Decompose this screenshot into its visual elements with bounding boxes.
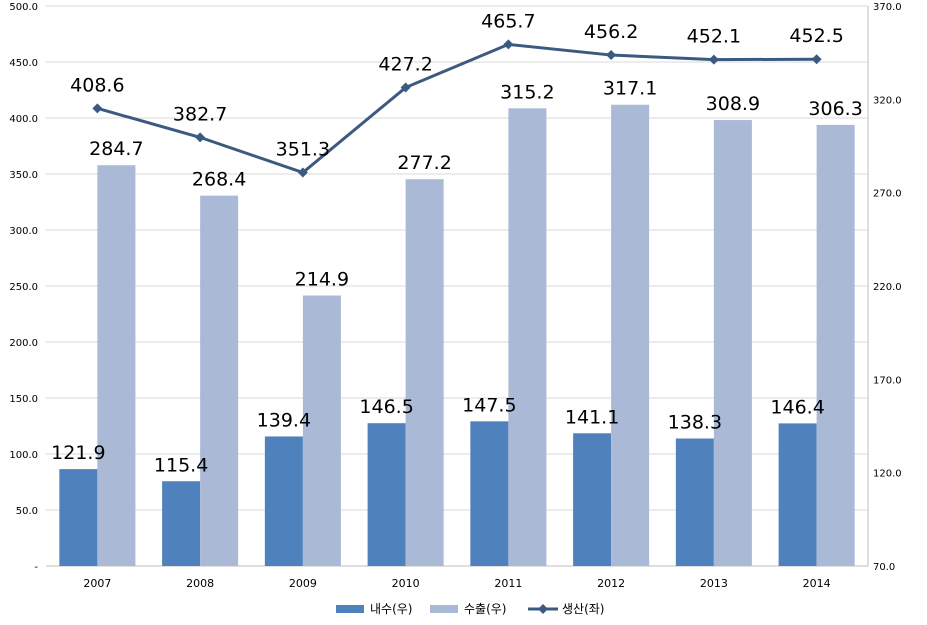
bar-value-label: 147.5 — [462, 394, 516, 416]
x-tick-label: 2009 — [289, 577, 317, 590]
legend-label: 수출(우) — [464, 602, 506, 616]
legend-label: 생산(좌) — [562, 602, 604, 616]
x-tick-label: 2014 — [803, 577, 831, 590]
left-tick-label: 150.0 — [9, 394, 38, 405]
line-value-label: 452.1 — [687, 26, 741, 48]
left-tick-label: 500.0 — [9, 2, 38, 13]
bar-value-label: 268.4 — [192, 169, 246, 191]
left-tick-label: - — [34, 562, 38, 573]
line-value-label: 452.5 — [789, 25, 843, 47]
line-value-label: 456.2 — [584, 21, 638, 43]
bar-value-label: 315.2 — [500, 81, 554, 103]
bar-export — [405, 179, 444, 566]
bar-value-label: 214.9 — [295, 269, 349, 291]
x-tick-label: 2008 — [186, 577, 214, 590]
production-point — [195, 132, 206, 143]
production-point — [92, 103, 103, 114]
right-tick-label: 370.0 — [873, 2, 902, 13]
left-tick-label: 250.0 — [9, 282, 38, 293]
bar-domestic — [162, 481, 201, 566]
bar-value-label: 317.1 — [603, 78, 657, 100]
right-tick-label: 220.0 — [873, 282, 902, 293]
production-point — [503, 39, 514, 50]
bar-export — [713, 120, 752, 566]
left-tick-label: 400.0 — [9, 114, 38, 125]
bar-value-label: 138.3 — [668, 412, 722, 434]
x-tick-label: 2012 — [597, 577, 625, 590]
production-point — [708, 54, 719, 65]
line-value-label: 408.6 — [70, 74, 124, 96]
bar-value-label: 141.1 — [565, 406, 619, 428]
bar-export — [816, 124, 855, 566]
bar-domestic — [573, 433, 612, 566]
left-tick-label: 300.0 — [9, 226, 38, 237]
legend-swatch — [336, 605, 364, 613]
x-tick-label: 2007 — [83, 577, 111, 590]
legend-label: 내수(우) — [370, 602, 412, 616]
production-point — [297, 167, 308, 178]
production-line — [92, 39, 822, 178]
bar-value-label: 308.9 — [706, 93, 760, 115]
bar-domestic — [59, 469, 98, 566]
line-value-label: 465.7 — [481, 10, 535, 32]
bar-value-label: 284.7 — [89, 138, 143, 160]
line-value-label: 382.7 — [173, 103, 227, 125]
bar-value-label: 121.9 — [51, 442, 105, 464]
bar-export — [97, 165, 136, 566]
bar-export — [200, 195, 239, 567]
bar-domestic — [264, 436, 303, 566]
bar-value-label: 146.4 — [770, 396, 824, 418]
left-tick-label: 450.0 — [9, 58, 38, 69]
bars — [59, 104, 855, 567]
bar-domestic — [367, 423, 406, 566]
line-value-label: 351.3 — [276, 139, 330, 161]
bar-value-label: 115.4 — [154, 454, 208, 476]
left-tick-label: 100.0 — [9, 450, 38, 461]
right-tick-label: 170.0 — [873, 375, 902, 386]
production-point — [811, 54, 822, 65]
data-labels: 121.9 284.7 115.4 268.4 139.4 214.9 146.5 277.2… — [51, 10, 863, 476]
bar-export — [302, 295, 341, 566]
line-value-label: 427.2 — [378, 54, 432, 76]
bar-export — [611, 104, 650, 566]
bar-domestic — [470, 421, 509, 566]
right-tick-label: 120.0 — [873, 469, 902, 480]
x-tick-label: 2011 — [494, 577, 522, 590]
production-line-path — [96, 42, 817, 175]
legend-marker — [538, 604, 548, 614]
bar-value-label: 306.3 — [808, 98, 862, 120]
bar-domestic — [675, 438, 714, 566]
right-tick-label: 270.0 — [873, 189, 902, 200]
legend-swatch — [430, 605, 458, 613]
bar-export — [508, 108, 547, 566]
production-point — [606, 50, 617, 61]
left-axis-ticks: - 50.0 100.0 150.0 200.0 250.0 300.0 350.0 400.0… — [9, 2, 38, 573]
legend: 내수(우) 수출(우) 생산(좌) — [336, 602, 604, 616]
left-tick-label: 350.0 — [9, 170, 38, 181]
bar-value-label: 146.5 — [359, 396, 413, 418]
right-tick-label: 320.0 — [873, 95, 902, 106]
left-tick-label: 200.0 — [9, 338, 38, 349]
right-axis-ticks: 70.0 120.0 170.0 220.0 270.0 320.0 370.0 — [873, 2, 902, 573]
bar-domestic — [778, 423, 817, 566]
right-tick-label: 70.0 — [873, 562, 895, 573]
x-tick-label: 2010 — [392, 577, 420, 590]
x-axis-ticks: 2007 2008 2009 2010 2011 2012 2013 2014 — [83, 577, 830, 590]
bar-value-label: 139.4 — [257, 409, 311, 431]
bar-value-label: 277.2 — [397, 152, 451, 174]
left-tick-label: 50.0 — [16, 506, 38, 517]
x-tick-label: 2013 — [700, 577, 728, 590]
production-point — [400, 82, 411, 93]
